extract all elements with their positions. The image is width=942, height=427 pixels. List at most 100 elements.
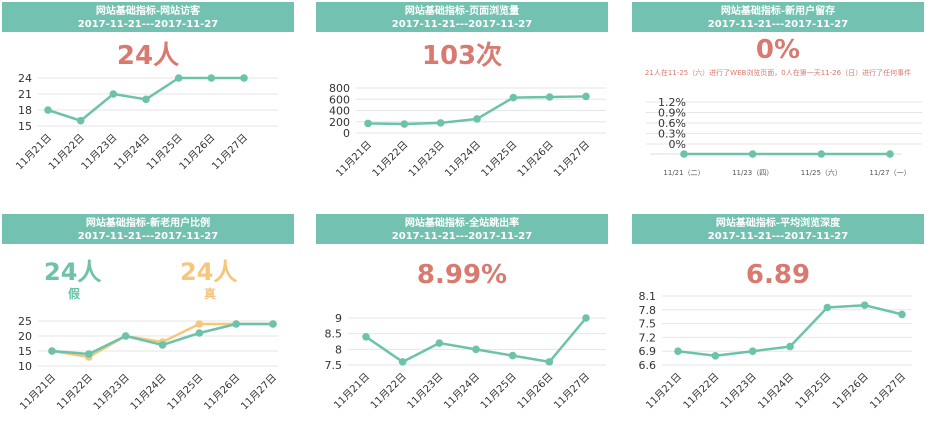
data-point [109,90,118,98]
x-tick-label: 11月26日 [830,371,871,410]
data-point [44,106,52,114]
y-tick-label: 0 [343,127,350,140]
y-tick-label: 18 [18,104,32,117]
panel-header: 网站基础指标-平均浏览深度 2017-11-21---2017-11-27 [632,214,924,244]
data-point [823,303,832,312]
data-point [582,92,590,101]
panel-subtitle: 2017-11-21---2017-11-27 [77,231,219,242]
x-tick-label: 11月24日 [128,372,169,410]
data-point [582,314,590,322]
data-point [680,150,688,158]
panel-new-old-user-ratio: 网站基础指标-新老用户比例 2017-11-21---2017-11-27 24… [2,214,294,410]
panel-title: 网站基础指标-新用户留存 [720,6,836,17]
y-tick-label: 7.5 [639,318,657,331]
panel-subtitle: 2017-11-21---2017-11-27 [707,19,849,30]
kpi-value: 103次 [421,41,503,71]
x-tick-label: 11月21日 [333,139,374,180]
y-tick-label: 1.2% [658,96,686,109]
x-tick-label: 11月25日 [479,139,520,180]
line-chart: 7.588.5911月21日11月22日11月23日11月24日11月25日11… [325,312,606,410]
panel-website-visitors: 网站基础指标-网站访客 2017-11-21---2017-11-27 24人 … [2,2,294,198]
y-tick-label: 0% [669,138,686,151]
y-tick-label: 25 [18,315,32,328]
x-tick-label: 11月25日 [478,371,519,410]
data-point [142,95,150,104]
data-point [748,347,757,355]
x-tick-label: 11/23（四） [732,169,773,177]
y-tick-label: 0.9% [658,107,686,120]
data-point [232,320,240,328]
kpi-value: 8.99% [416,260,508,290]
x-tick-label: 11月23日 [406,139,447,180]
data-point [508,351,517,360]
data-point [195,329,204,337]
data-point [85,350,93,358]
panel-subtitle: 2017-11-21---2017-11-27 [707,231,849,242]
data-point [362,333,370,341]
x-tick-label: 11/21（二） [663,169,704,177]
y-tick-label: 600 [329,93,350,106]
data-point [158,341,167,349]
x-tick-label: 11月25日 [165,372,206,410]
panel-subtitle: 2017-11-21---2017-11-27 [77,19,219,30]
panel-new-user-retention: 网站基础指标-新用户留存 2017-11-21---2017-11-27 0% … [632,2,924,198]
panel-subtitle: 2017-11-21---2017-11-27 [391,231,533,242]
y-tick-label: 21 [18,88,32,101]
line-chart: 6.66.97.27.57.88.111月21日11月22日11月23日11月2… [639,290,912,410]
x-tick-label: 11月23日 [91,372,132,410]
x-tick-label: 11月22日 [54,372,95,410]
panel-title: 网站基础指标-全站跳出率 [404,218,520,229]
y-tick-label: 7.2 [639,331,657,344]
data-point [398,358,407,366]
panel-avg-browse-depth: 网站基础指标-平均浏览深度 2017-11-21---2017-11-27 6.… [632,214,924,410]
y-tick-label: 24 [18,72,32,85]
y-tick-label: 800 [329,82,350,95]
data-point [545,93,554,101]
data-point [860,301,869,309]
x-tick-label: 11月27日 [551,371,592,410]
y-tick-label: 15 [18,120,32,133]
x-tick-label: 11月24日 [442,139,483,180]
x-tick-label: 11月27日 [551,139,592,180]
x-tick-label: 11月27日 [867,371,908,410]
data-point [240,74,248,82]
y-tick-label: 400 [329,105,350,118]
data-point [269,320,277,328]
y-tick-label: 0.3% [658,128,686,141]
line-chart: 1015202511月21日11月22日11月23日11月24日11月25日11… [17,315,279,410]
panel-page-views: 网站基础指标-页面浏览量 2017-11-21---2017-11-27 103… [316,2,608,198]
y-tick-label: 8 [335,343,342,356]
data-point [121,332,130,340]
data-point [472,345,480,354]
x-tick-label: 11月22日 [370,139,411,180]
y-tick-label: 6.9 [639,345,657,358]
x-tick-label: 11月22日 [681,371,722,410]
panel-header: 网站基础指标-新用户留存 2017-11-21---2017-11-27 [632,2,924,32]
data-point [748,150,757,158]
y-tick-label: 9 [335,312,342,325]
kpi-value: 6.89 [745,260,811,290]
panel-title: 网站基础指标-网站访客 [95,6,201,17]
line-chart: 1518212411月21日11月22日11月23日11月24日11月25日11… [13,72,278,172]
y-tick-label: 8.5 [325,328,343,341]
y-tick-label: 7.8 [639,304,657,317]
panel-bounce-rate: 网站基础指标-全站跳出率 2017-11-21---2017-11-27 8.9… [316,214,608,410]
x-tick-label: 11月24日 [441,371,482,410]
data-point [207,74,216,82]
panel-header: 网站基础指标-全站跳出率 2017-11-21---2017-11-27 [316,214,608,244]
data-point [400,120,409,128]
series-line [365,317,587,364]
y-tick-label: 20 [18,330,32,343]
data-point [473,115,481,123]
panel-header: 网站基础指标-新老用户比例 2017-11-21---2017-11-27 [2,214,294,244]
x-tick-label: 11/27（一） [869,169,910,177]
data-point [48,347,56,355]
x-tick-label: 11月23日 [718,371,759,410]
x-tick-label: 11月27日 [238,372,279,410]
data-point [509,93,518,102]
legend-value-false: 24人 [44,258,102,286]
line-chart: 020040060080011月21日11月22日11月23日11月24日11月… [329,82,606,180]
x-tick-label: 11月21日 [331,371,372,410]
data-point [786,342,794,351]
panel-header: 网站基础指标-网站访客 2017-11-21---2017-11-27 [2,2,294,32]
